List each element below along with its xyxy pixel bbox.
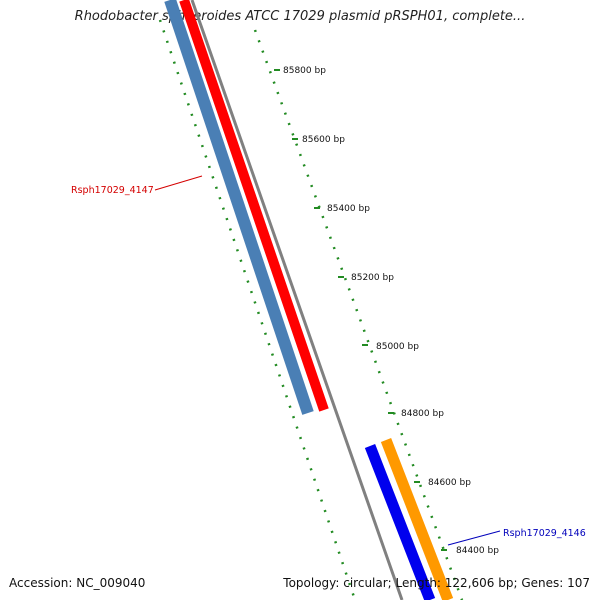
scale-label-84800: 84800 bp [401, 409, 444, 419]
scale-label-85800: 85800 bp [283, 66, 326, 76]
outer-tick-ring [253, 29, 464, 600]
accession-label: Accession: NC_009040 [9, 576, 146, 590]
gene-segment-4146 [364, 444, 436, 600]
gene-segment-4147 [164, 0, 314, 415]
inner-tick-ring [158, 19, 357, 600]
gene-4147-callout-line [154, 175, 203, 191]
gene-4146-callout-line [447, 530, 501, 546]
topology-stats: Topology: circular; Length: 122,606 bp; … [283, 576, 590, 590]
gene-label-4146[interactable]: Rsph17029_4146 [503, 528, 586, 539]
backbone-line [190, 0, 404, 600]
scale-label-85200: 85200 bp [351, 273, 394, 283]
scale-label-85000: 85000 bp [376, 342, 419, 352]
scale-ticks [274, 69, 447, 551]
scale-label-85600: 85600 bp [302, 135, 345, 145]
cds-segment-4147 [179, 0, 329, 412]
scale-label-84600: 84600 bp [428, 478, 471, 488]
scale-label-84400: 84400 bp [456, 546, 499, 556]
gene-label-4147[interactable]: Rsph17029_4147 [71, 185, 154, 196]
scale-label-85400: 85400 bp [327, 204, 370, 214]
cds-segment-4146 [380, 438, 454, 600]
